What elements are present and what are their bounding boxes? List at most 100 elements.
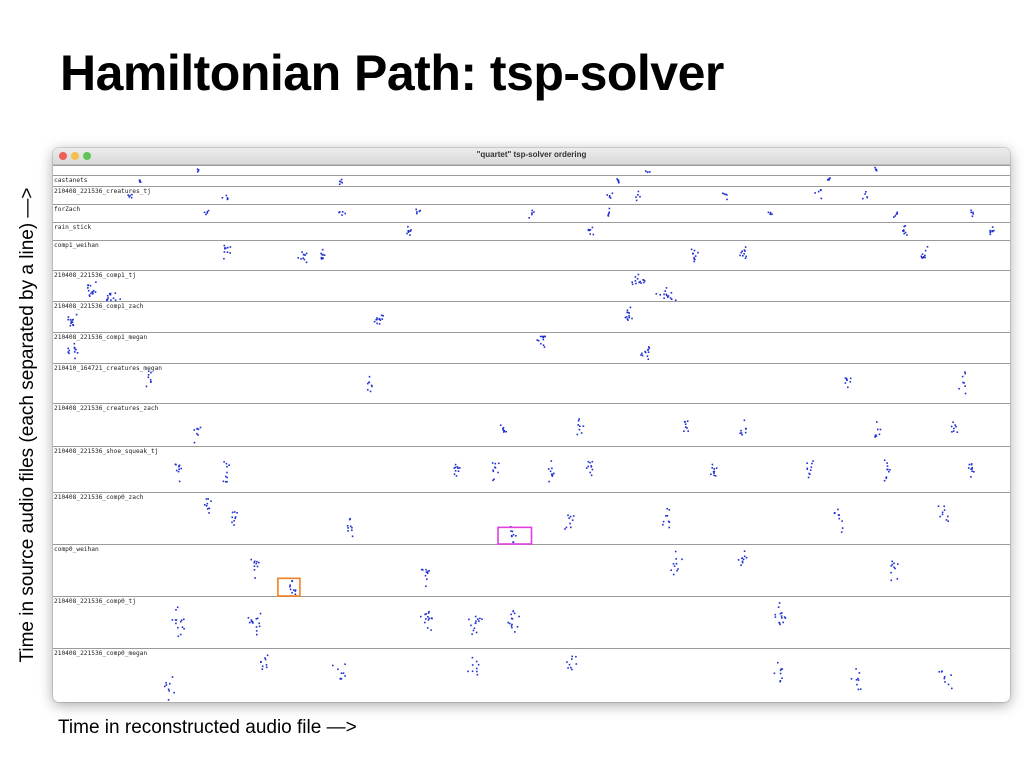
data-point — [550, 460, 553, 462]
maximize-window-icon[interactable] — [83, 152, 91, 160]
data-point — [893, 216, 895, 218]
data-point — [261, 668, 264, 670]
data-point — [410, 229, 412, 231]
data-point — [502, 429, 504, 431]
data-point — [430, 629, 432, 631]
data-point — [644, 350, 646, 353]
data-point — [743, 550, 746, 552]
data-point — [531, 213, 533, 216]
data-point — [253, 561, 255, 564]
data-point — [943, 676, 946, 678]
data-point — [70, 320, 73, 323]
data-point — [289, 588, 292, 591]
data-point — [225, 475, 227, 478]
data-point — [952, 421, 954, 423]
data-point — [667, 295, 670, 297]
data-point — [569, 522, 571, 525]
data-point — [726, 194, 728, 196]
data-point — [771, 213, 773, 216]
data-point — [989, 229, 991, 232]
data-point — [130, 196, 133, 199]
data-point — [897, 563, 899, 565]
data-point — [233, 520, 235, 522]
data-point — [875, 435, 878, 437]
data-point — [378, 318, 380, 320]
data-point — [425, 571, 428, 573]
data-point — [811, 462, 813, 465]
data-point — [250, 620, 253, 623]
data-point — [659, 294, 661, 296]
data-point — [528, 217, 530, 219]
data-point — [415, 208, 417, 211]
data-point — [531, 212, 533, 214]
data-point — [236, 512, 238, 514]
data-point — [569, 515, 572, 518]
data-point — [531, 209, 533, 212]
data-point — [181, 626, 184, 628]
data-point — [543, 346, 546, 348]
data-point — [565, 526, 568, 529]
data-point — [426, 627, 429, 629]
data-point — [233, 524, 235, 526]
minimize-window-icon[interactable] — [71, 152, 79, 160]
data-point — [551, 475, 554, 477]
data-point — [810, 466, 813, 468]
data-point — [425, 568, 427, 571]
data-point — [857, 679, 860, 681]
data-point — [668, 509, 671, 511]
data-point — [607, 215, 610, 217]
data-point — [493, 478, 495, 481]
data-point — [164, 685, 166, 688]
data-point — [226, 480, 228, 483]
data-point — [87, 289, 90, 292]
data-point — [864, 193, 866, 195]
data-point — [206, 211, 209, 213]
data-point — [68, 349, 71, 352]
data-point — [407, 225, 409, 228]
data-point — [321, 257, 324, 259]
data-point — [320, 256, 323, 259]
data-point — [635, 196, 637, 198]
data-point — [745, 428, 747, 430]
data-point — [428, 617, 430, 620]
data-point — [512, 610, 514, 612]
close-window-icon[interactable] — [59, 152, 67, 160]
data-point — [150, 371, 152, 374]
data-point — [253, 569, 256, 571]
data-point — [644, 351, 647, 354]
data-point — [675, 562, 678, 565]
data-point — [165, 682, 167, 684]
data-point — [175, 469, 178, 472]
data-point — [906, 234, 908, 236]
band-label: 210408_221536_shoe_squeak_tj — [54, 448, 158, 455]
data-point — [494, 467, 497, 469]
data-point — [223, 461, 225, 463]
data-point — [741, 557, 743, 560]
data-point — [570, 666, 572, 669]
data-point — [492, 469, 494, 472]
data-point — [713, 472, 715, 474]
data-point — [119, 298, 121, 300]
data-point — [131, 193, 133, 196]
data-point — [886, 462, 888, 464]
data-point — [672, 563, 675, 565]
data-point — [883, 479, 886, 482]
data-point — [544, 335, 546, 338]
data-point — [631, 317, 633, 320]
data-point — [424, 621, 426, 624]
data-point — [664, 290, 666, 292]
data-point — [577, 419, 580, 422]
data-point — [781, 677, 783, 679]
data-point — [726, 198, 728, 201]
data-point — [381, 318, 384, 320]
data-point — [510, 613, 512, 616]
data-point — [670, 292, 673, 294]
data-point — [665, 294, 668, 297]
data-point — [896, 211, 898, 214]
window-titlebar[interactable]: "quartet" tsp-solver ordering — [53, 148, 1010, 165]
data-point — [784, 617, 787, 619]
data-point — [225, 247, 227, 250]
highlight-box — [497, 526, 533, 545]
data-point — [627, 319, 629, 321]
data-point — [90, 292, 92, 295]
